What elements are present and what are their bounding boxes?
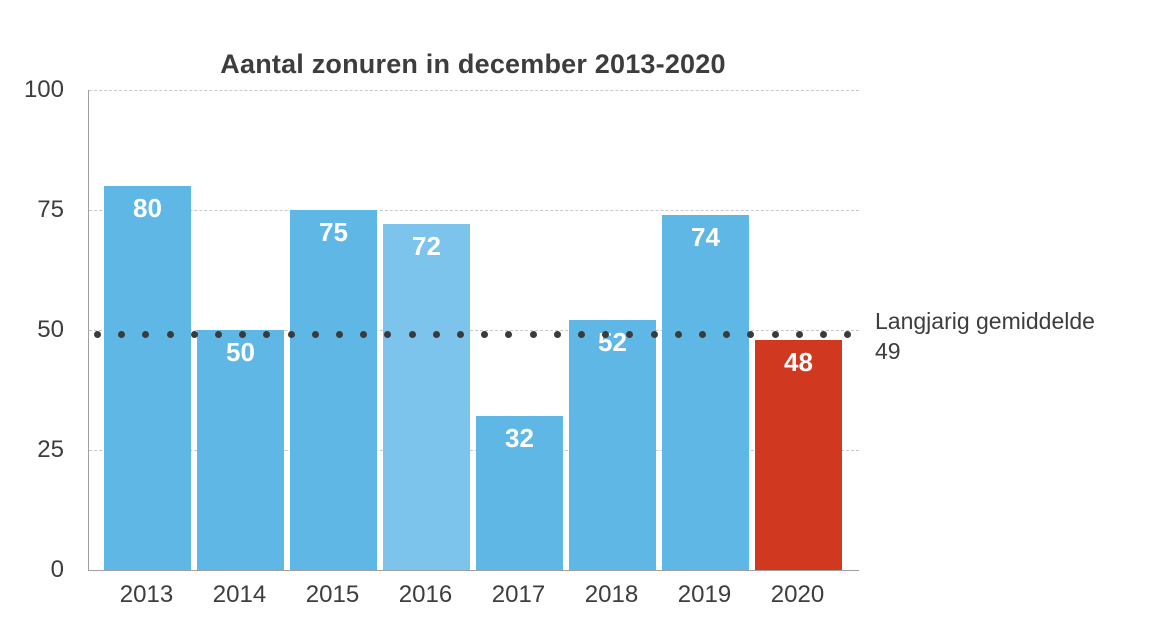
bar-value-label: 50 [226, 337, 255, 367]
average-dot [602, 331, 610, 339]
bar-value-label: 75 [319, 217, 348, 247]
gridline-25 [89, 450, 859, 451]
average-dot [166, 331, 174, 339]
average-dot [650, 331, 658, 339]
y-tick-label-75: 75 [37, 196, 64, 223]
bar-value-label: 74 [691, 221, 720, 252]
bar-2015: 75 [290, 210, 377, 570]
bar-value-label: 32 [505, 423, 534, 454]
average-dot [820, 331, 827, 339]
x-tick-label-2020: 2020 [770, 581, 825, 608]
average-dot [723, 331, 731, 339]
bar-2019: 74 [662, 214, 749, 570]
average-annotation-value: 49 [875, 338, 901, 364]
average-dot [747, 331, 755, 339]
average-dot [578, 331, 585, 339]
average-line [88, 331, 858, 339]
bar-value-label: 48 [784, 346, 813, 377]
average-annotation: Langjarig gemiddelde 49 [875, 306, 1140, 366]
bar-2014: 50 [197, 330, 284, 570]
average-dot [457, 331, 464, 339]
plot-area: 80 50 75 72 32 52 74 48 [88, 90, 859, 571]
average-dot [384, 331, 392, 339]
x-tick-label-2015: 2015 [305, 581, 360, 608]
average-dot [408, 331, 416, 339]
average-dot [553, 331, 561, 339]
gridline-75 [89, 210, 859, 211]
average-dot [432, 331, 440, 339]
x-tick-label-2013: 2013 [119, 581, 174, 608]
average-dot [263, 331, 271, 339]
average-dot [844, 331, 852, 339]
y-tick-label-0: 0 [50, 556, 64, 583]
y-tick-label-50: 50 [37, 316, 64, 343]
average-dot [360, 331, 368, 339]
average-dot [94, 331, 101, 339]
bar-2020: 48 [755, 339, 842, 570]
average-dot [771, 331, 779, 339]
chart-title: Aantal zonuren in december 2013-2020 [220, 49, 726, 80]
x-tick-label-2016: 2016 [398, 581, 453, 608]
bar-2013: 80 [104, 186, 191, 570]
x-tick-label-2019: 2019 [677, 581, 732, 608]
average-dot [118, 331, 126, 339]
bar-2016: 72 [383, 224, 470, 570]
average-dot [505, 331, 513, 339]
gridline-100 [89, 90, 859, 91]
average-dot [215, 331, 222, 339]
average-dot [699, 331, 706, 339]
x-tick-label-2018: 2018 [584, 581, 639, 608]
average-dot [287, 331, 295, 339]
average-dot [481, 331, 489, 339]
average-dot [626, 331, 634, 339]
average-dot [142, 331, 150, 339]
average-dot [529, 331, 537, 339]
average-annotation-label: Langjarig gemiddelde [875, 308, 1095, 334]
average-dot [674, 331, 682, 339]
average-dot [795, 331, 803, 339]
gridline-50 [89, 330, 859, 331]
bar-2018: 52 [569, 320, 656, 570]
average-dot [239, 331, 247, 339]
y-tick-label-100: 100 [23, 76, 64, 103]
bar-value-label: 72 [412, 231, 441, 262]
bar-2017: 32 [476, 416, 563, 570]
average-dot [311, 331, 319, 339]
x-tick-label-2017: 2017 [491, 581, 546, 608]
x-tick-label-2014: 2014 [212, 581, 267, 608]
average-dot [336, 331, 343, 339]
bar-value-label: 80 [133, 193, 162, 223]
y-tick-label-25: 25 [37, 436, 64, 463]
average-dot [190, 331, 198, 339]
